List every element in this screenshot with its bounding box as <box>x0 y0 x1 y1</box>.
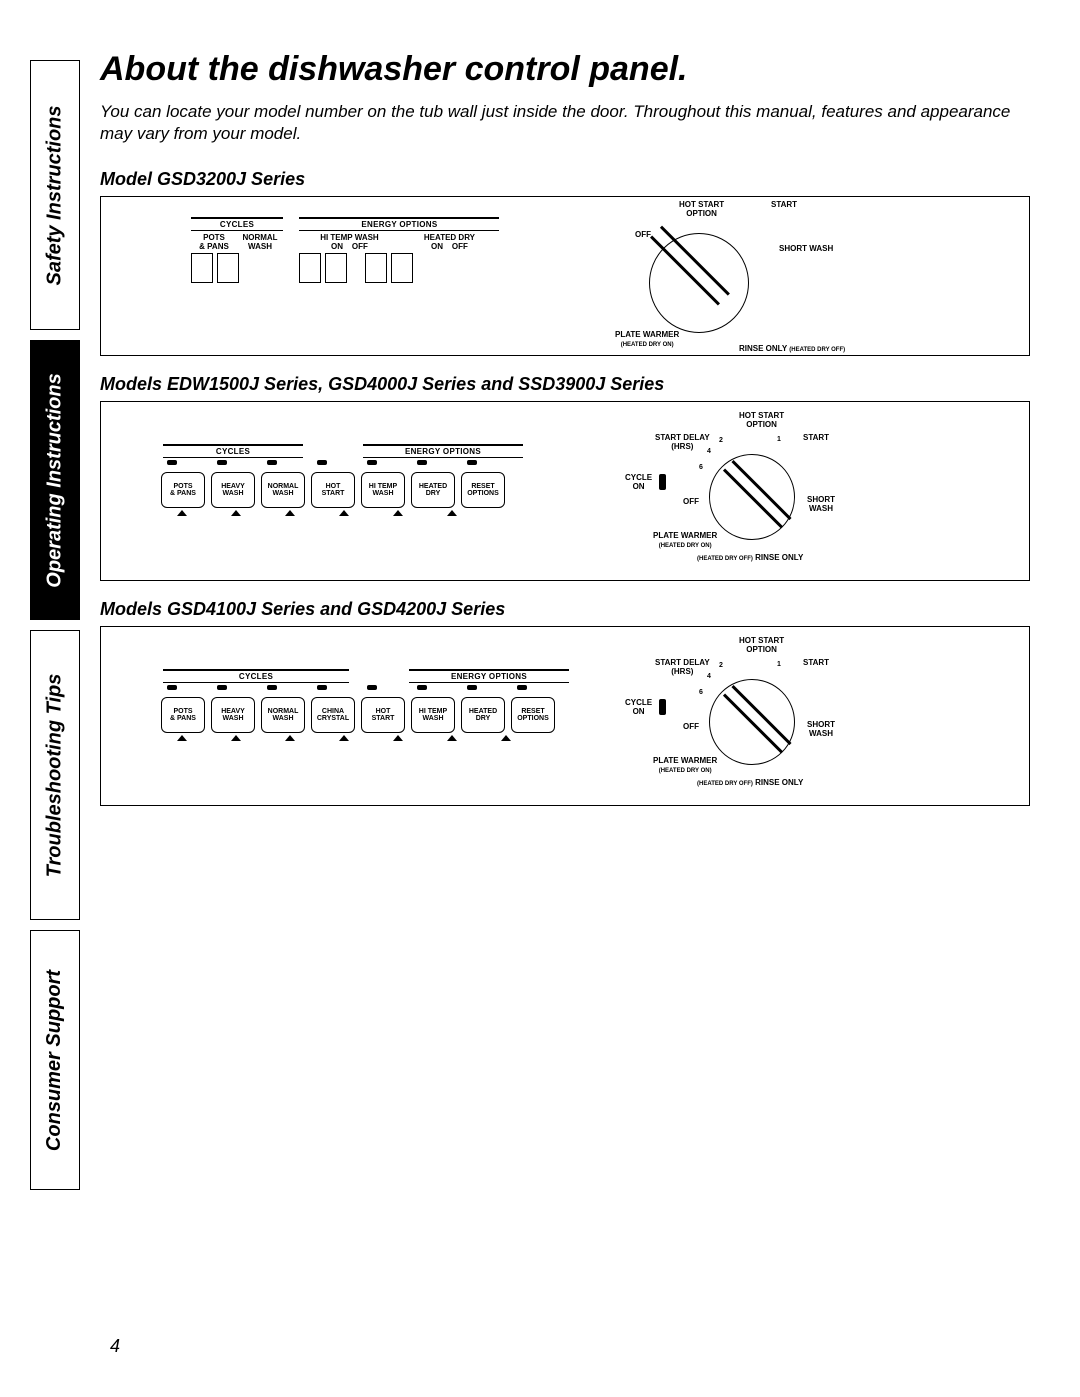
btn-reset[interactable]: RESETOPTIONS <box>461 472 505 508</box>
energy-header-2: ENERGY OPTIONS <box>363 444 523 458</box>
intro-text: You can locate your model number on the … <box>100 101 1030 145</box>
lbl-hitemp: HI TEMP WASHON OFF <box>299 233 399 251</box>
lbl-d2: 2 <box>719 437 723 445</box>
lbl-d6: 6 <box>699 464 703 472</box>
lbl-d6b: 6 <box>699 689 703 697</box>
button-row-3: POTS& PANS HEAVYWASH NORMALWASH CHINACRY… <box>161 697 555 733</box>
btn-hitemp[interactable]: HI TEMPWASH <box>361 472 405 508</box>
lbl-rinseonly: RINSE ONLY (HEATED DRY OFF) <box>739 345 845 354</box>
model2-heading: Models EDW1500J Series, GSD4000J Series … <box>100 374 1030 395</box>
panel-edw1500j: CYCLES ENERGY OPTIONS POTS& PANS HEAVYWA… <box>100 401 1030 581</box>
btn-normal-3[interactable]: NORMALWASH <box>261 697 305 733</box>
lbl-off: OFF <box>635 231 651 240</box>
btn-china-3[interactable]: CHINACRYSTAL <box>311 697 355 733</box>
model1-heading: Model GSD3200J Series <box>100 169 1030 190</box>
dial-gsd3200j: HOT STARTOPTION START OFF SHORT WASH PLA… <box>529 205 869 355</box>
cycles-header-2: CYCLES <box>163 444 303 458</box>
lbl-start: START <box>771 201 797 210</box>
btn-pots-3[interactable]: POTS& PANS <box>161 697 205 733</box>
lbl-pots: POTS& PANS <box>191 233 237 251</box>
lbl-off3: OFF <box>683 723 699 732</box>
lbl-heateddry: HEATED DRYON OFF <box>399 233 499 251</box>
lbl-shortwash: SHORT WASH <box>779 245 833 254</box>
lbl-start2: START <box>803 434 829 443</box>
tri-row-3 <box>177 735 511 741</box>
dial-edw1500j: HOT STARTOPTION START DELAY(HRS) 2 4 6 1… <box>569 412 909 572</box>
btn-hotstart[interactable]: HOTSTART <box>311 472 355 508</box>
btn-hitemp-3[interactable]: HI TEMPWASH <box>411 697 455 733</box>
cycles-boxes <box>191 253 283 283</box>
lbl-start3: START <box>803 659 829 668</box>
btn-heavy[interactable]: HEAVYWASH <box>211 472 255 508</box>
lbl-hotstart2: HOT STARTOPTION <box>739 412 784 430</box>
button-row-2: POTS& PANS HEAVYWASH NORMALWASH HOTSTART… <box>161 472 505 508</box>
btn-heateddry[interactable]: HEATEDDRY <box>411 472 455 508</box>
cycle-indicator-3 <box>659 699 666 715</box>
tab-operating[interactable]: Operating Instructions <box>30 340 80 620</box>
lbl-hotstart3: HOT STARTOPTION <box>739 637 784 655</box>
btn-pots[interactable]: POTS& PANS <box>161 472 205 508</box>
energy-header: ENERGY OPTIONS <box>299 217 499 231</box>
tab-consumer[interactable]: Consumer Support <box>30 930 80 1190</box>
btn-heateddry-3[interactable]: HEATEDDRY <box>461 697 505 733</box>
lbl-startdelay: START DELAY(HRS) <box>655 434 710 452</box>
lbl-off2: OFF <box>683 498 699 507</box>
page-title: About the dishwasher control panel. <box>100 50 1030 89</box>
indicator-dots-2 <box>167 460 477 465</box>
cycles-header: CYCLES <box>191 217 283 231</box>
lbl-rinseonly2: (HEATED DRY OFF) RINSE ONLY <box>697 554 803 563</box>
lbl-short2: SHORTWASH <box>807 496 835 514</box>
btn-normal[interactable]: NORMALWASH <box>261 472 305 508</box>
lbl-n1b: 1 <box>777 661 781 669</box>
lbl-d4b: 4 <box>707 673 711 681</box>
page-number: 4 <box>110 1336 120 1357</box>
lbl-d4: 4 <box>707 448 711 456</box>
btn-reset-3[interactable]: RESETOPTIONS <box>511 697 555 733</box>
tab-consumer-label: Consumer Support <box>44 969 67 1150</box>
tri-row-2 <box>177 510 457 516</box>
lbl-startdelay3: START DELAY(HRS) <box>655 659 710 677</box>
lbl-n1: 1 <box>777 436 781 444</box>
indicator-dots-3 <box>167 685 527 690</box>
lbl-rinseonly3: (HEATED DRY OFF) RINSE ONLY <box>697 779 803 788</box>
btn-hotstart-3[interactable]: HOTSTART <box>361 697 405 733</box>
lbl-cycleon: CYCLEON <box>625 474 652 492</box>
tab-safety-label: Safety Instructions <box>44 105 67 285</box>
model3-heading: Models GSD4100J Series and GSD4200J Seri… <box>100 599 1030 620</box>
lbl-short3: SHORTWASH <box>807 721 835 739</box>
tab-trouble[interactable]: Troubleshooting Tips <box>30 630 80 920</box>
lbl-platewarmer2: PLATE WARMER(HEATED DRY ON) <box>653 532 717 550</box>
btn-heavy-3[interactable]: HEAVYWASH <box>211 697 255 733</box>
lbl-d2b: 2 <box>719 662 723 670</box>
energy-header-3: ENERGY OPTIONS <box>409 669 569 683</box>
lbl-cycleon3: CYCLEON <box>625 699 652 717</box>
lbl-normal: NORMALWASH <box>237 233 283 251</box>
cycles-header-3: CYCLES <box>163 669 349 683</box>
tab-trouble-label: Troubleshooting Tips <box>44 673 67 877</box>
tab-safety[interactable]: Safety Instructions <box>30 60 80 330</box>
panel-gsd3200j: CYCLES POTS& PANS NORMALWASH ENERGY OPTI… <box>100 196 1030 356</box>
dial-gsd4100j: HOT STARTOPTION START DELAY(HRS) 2 4 6 1… <box>569 637 909 797</box>
panel-gsd4100j: CYCLES ENERGY OPTIONS POTS& PANS HEAVYWA… <box>100 626 1030 806</box>
lbl-platewarmer: PLATE WARMER(HEATED DRY ON) <box>615 331 679 349</box>
cycle-indicator <box>659 474 666 490</box>
tab-operating-label: Operating Instructions <box>44 373 67 587</box>
lbl-hotstart-option: HOT STARTOPTION <box>679 201 724 219</box>
lbl-platewarmer3: PLATE WARMER(HEATED DRY ON) <box>653 757 717 775</box>
